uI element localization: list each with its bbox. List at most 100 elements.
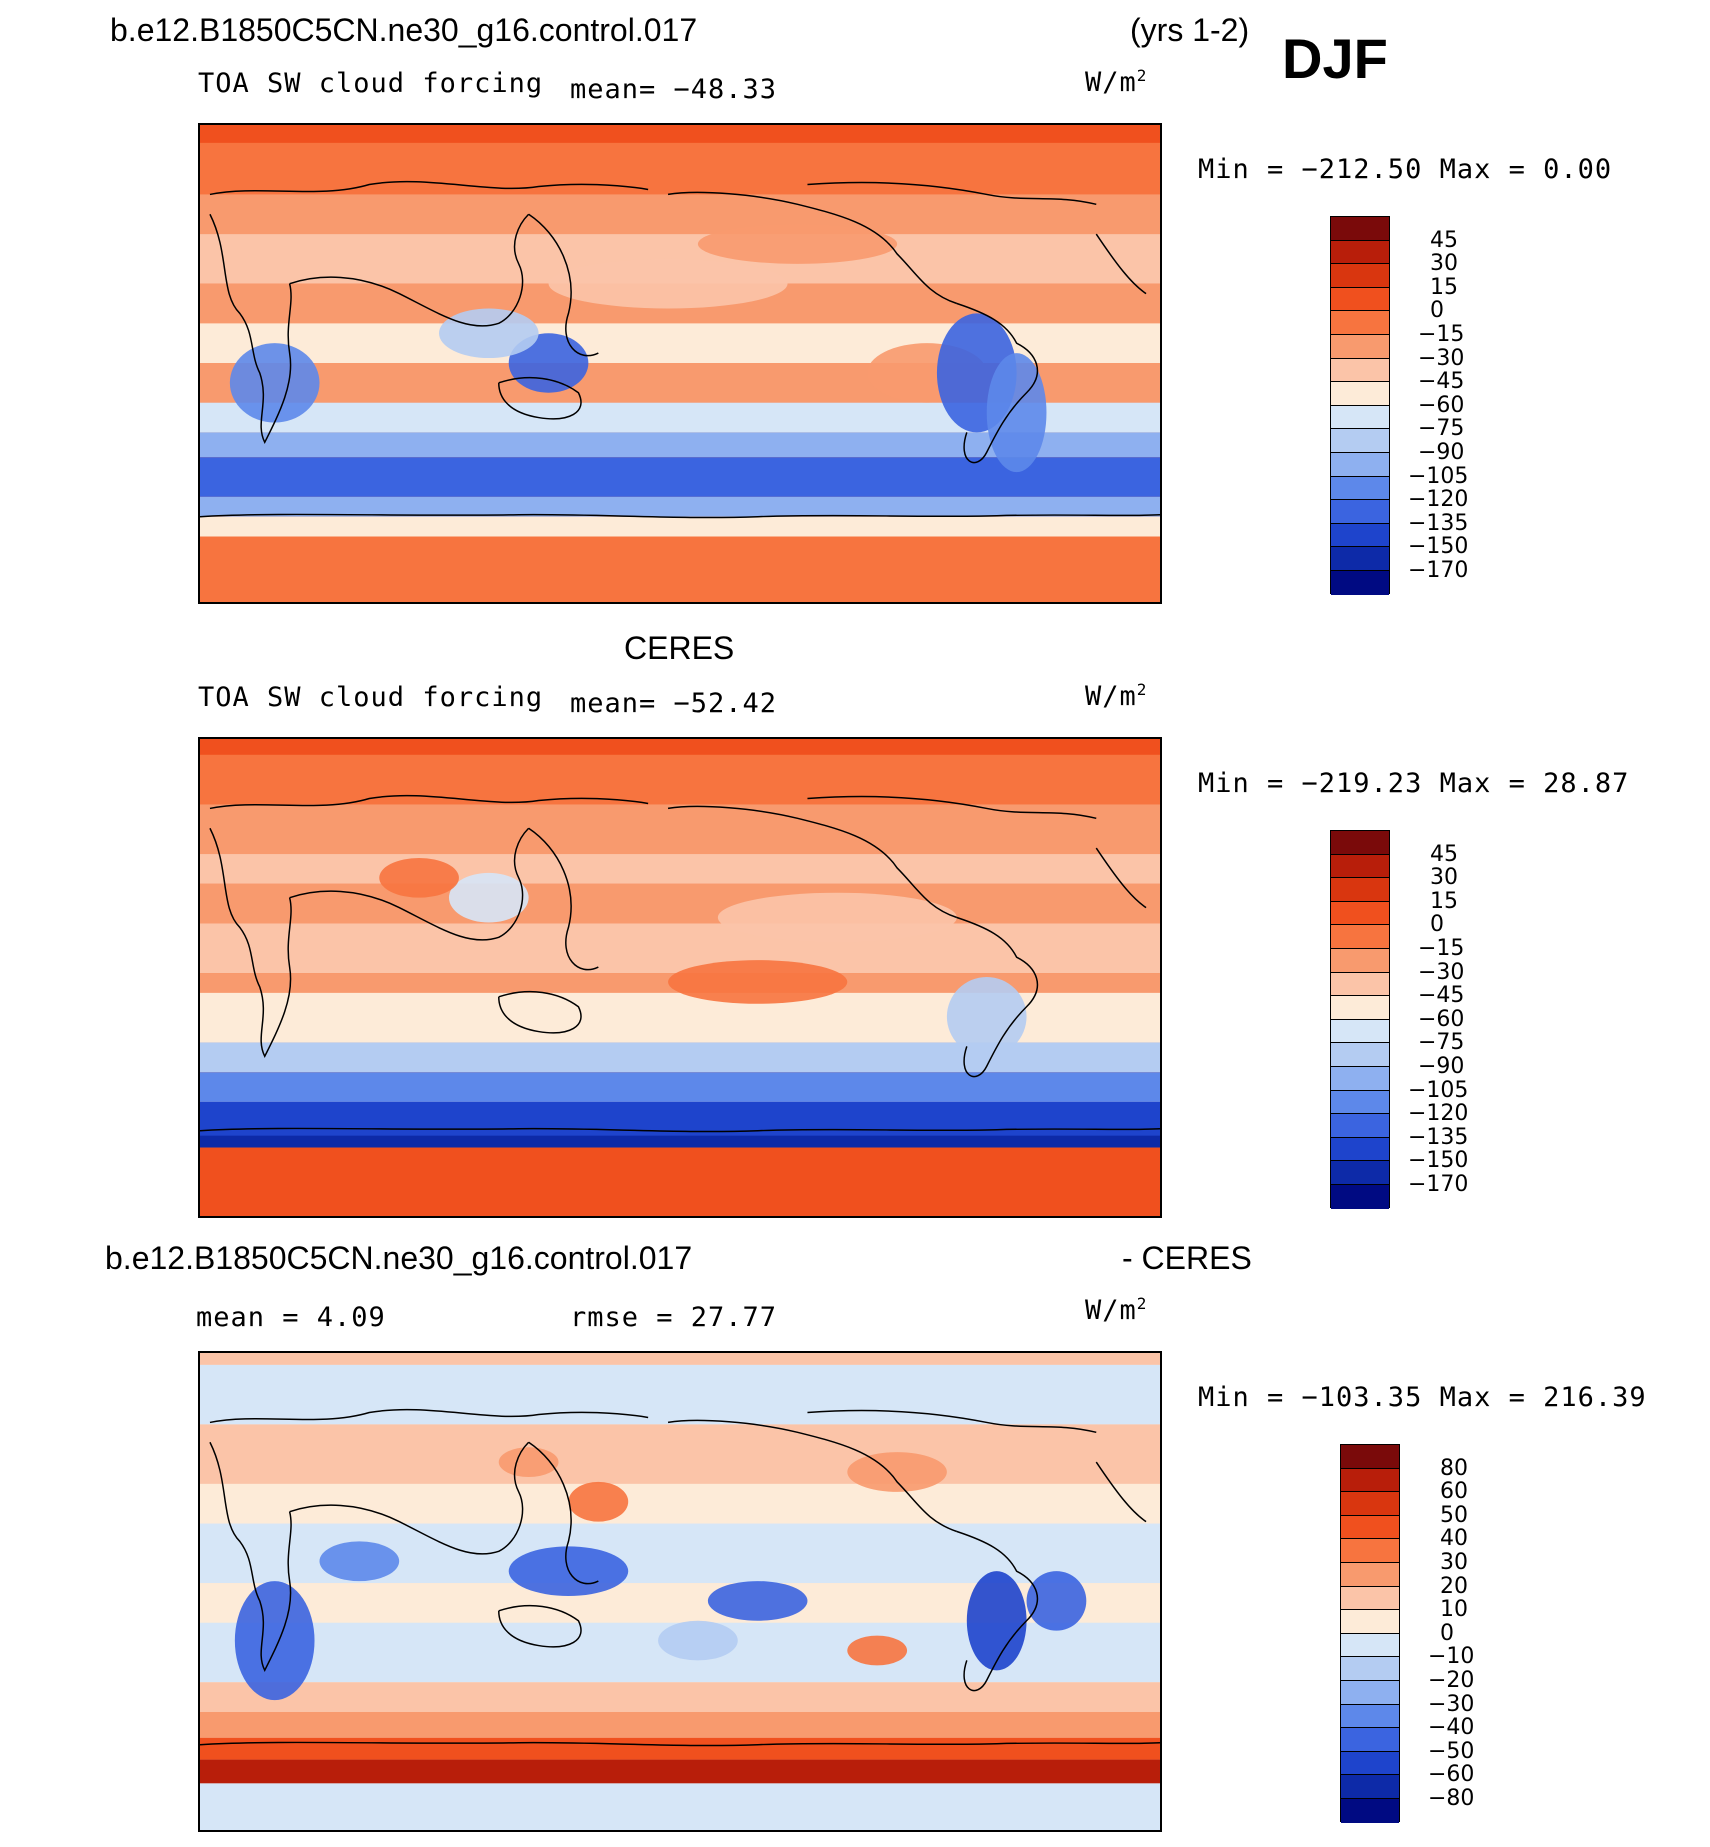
- colorbar-swatch: [1341, 1775, 1399, 1799]
- colorbar-tick-label: 0: [1430, 298, 1444, 324]
- case-title: b.e12.B1850C5CN.ne30_g16.control.017: [110, 12, 698, 48]
- colorbar-tick-label: 15: [1430, 274, 1458, 300]
- colorbar-swatch: [1331, 1066, 1389, 1091]
- colorbar-swatch: [1331, 523, 1389, 548]
- panel1-variable: TOA SW cloud forcing: [198, 68, 544, 99]
- colorbar-tick-label: 15: [1430, 888, 1458, 914]
- colorbar-swatch: [1331, 1090, 1389, 1115]
- panel2-mean: mean= −52.42: [570, 688, 778, 719]
- colorbar-swatch: [1341, 1728, 1399, 1752]
- colorbar-swatch: [1341, 1539, 1399, 1563]
- colorbar-tick-label: −30: [1418, 959, 1465, 985]
- colorbar-swatch: [1331, 1043, 1389, 1067]
- colorbar-tick-label: −20: [1428, 1668, 1475, 1693]
- panel3-mean: mean = 4.09: [196, 1302, 386, 1333]
- colorbar-swatch: [1331, 831, 1389, 855]
- colorbar-tick-label: −15: [1418, 936, 1465, 961]
- obs-colorbar: [1330, 830, 1390, 1209]
- colorbar-tick-label: 50: [1440, 1502, 1468, 1528]
- colorbar-tick-label: −15: [1418, 322, 1465, 347]
- colorbar-swatch: [1331, 476, 1389, 501]
- colorbar-tick-label: −135: [1408, 510, 1469, 536]
- colorbar-swatch: [1341, 1445, 1399, 1469]
- colorbar-tick-label: −90: [1418, 440, 1465, 465]
- colorbar-tick-label: −45: [1418, 983, 1465, 1009]
- colorbar-swatch: [1331, 358, 1389, 383]
- panel2-minmax: Min = −219.23 Max = 28.87: [1198, 768, 1630, 799]
- colorbar-tick-label: −90: [1418, 1054, 1465, 1079]
- colorbar-swatch: [1331, 570, 1389, 595]
- colorbar-tick-label: 80: [1440, 1455, 1468, 1481]
- colorbar-tick-label: −50: [1428, 1738, 1475, 1764]
- panel2-units: W/m2: [1085, 680, 1148, 712]
- colorbar-tick-label: −170: [1408, 558, 1469, 583]
- colorbar-swatch: [1331, 972, 1389, 997]
- colorbar-tick-label: −60: [1428, 1762, 1475, 1788]
- colorbar-tick-label: 20: [1440, 1573, 1468, 1599]
- colorbar-tick-label: 0: [1430, 912, 1444, 938]
- panel1-units: W/m2: [1085, 66, 1148, 98]
- diff-suffix: - CERES: [1122, 1240, 1252, 1276]
- colorbar-tick-label: −80: [1428, 1786, 1475, 1811]
- colorbar-swatch: [1331, 948, 1389, 973]
- colorbar-swatch: [1331, 1114, 1389, 1138]
- colorbar-swatch: [1341, 1798, 1399, 1823]
- difference-colorbar: [1340, 1444, 1400, 1823]
- panel3-rmse: rmse = 27.77: [570, 1302, 778, 1333]
- colorbar-tick-label: −60: [1418, 392, 1465, 418]
- colorbar-tick-label: 30: [1440, 1550, 1468, 1575]
- colorbar-swatch: [1341, 1680, 1399, 1705]
- colorbar-tick-label: −45: [1418, 369, 1465, 395]
- colorbar-tick-label: 10: [1440, 1597, 1468, 1623]
- panel1-mean: mean= −48.33: [570, 74, 778, 105]
- colorbar-swatch: [1331, 311, 1389, 335]
- colorbar-swatch: [1341, 1704, 1399, 1729]
- colorbar-tick-label: 40: [1440, 1526, 1468, 1552]
- colorbar-swatch: [1331, 240, 1389, 265]
- colorbar-swatch: [1331, 925, 1389, 949]
- colorbar-swatch: [1331, 429, 1389, 453]
- model-colorbar: [1330, 216, 1390, 595]
- obs-title: CERES: [624, 630, 735, 666]
- colorbar-tick-label: −150: [1408, 534, 1469, 560]
- panel1-minmax: Min = −212.50 Max = 0.00: [1198, 154, 1613, 185]
- colorbar-tick-label: −30: [1418, 345, 1465, 371]
- diff-case-title: b.e12.B1850C5CN.ne30_g16.control.017: [105, 1240, 693, 1276]
- difference-map: [198, 1351, 1162, 1832]
- colorbar-swatch: [1331, 854, 1389, 879]
- colorbar-swatch: [1341, 1515, 1399, 1540]
- colorbar-swatch: [1331, 901, 1389, 926]
- colorbar-swatch: [1331, 878, 1389, 902]
- colorbar-tick-label: 0: [1440, 1620, 1454, 1646]
- colorbar-tick-label: −105: [1408, 463, 1469, 489]
- colorbar-swatch: [1331, 1137, 1389, 1162]
- colorbar-swatch: [1331, 217, 1389, 241]
- colorbar-tick-label: −150: [1408, 1148, 1469, 1174]
- colorbar-tick-label: −30: [1428, 1691, 1475, 1717]
- colorbar-swatch: [1331, 547, 1389, 571]
- colorbar-tick-label: 45: [1430, 227, 1458, 253]
- colorbar-tick-label: −120: [1408, 487, 1469, 513]
- colorbar-swatch: [1331, 1161, 1389, 1185]
- colorbar-swatch: [1341, 1492, 1399, 1516]
- colorbar-tick-label: −120: [1408, 1101, 1469, 1127]
- colorbar-tick-label: −75: [1418, 1030, 1465, 1056]
- colorbar-swatch: [1341, 1657, 1399, 1681]
- panel3-minmax: Min = −103.35 Max = 216.39: [1198, 1382, 1647, 1413]
- colorbar-tick-label: 60: [1440, 1479, 1468, 1505]
- colorbar-tick-label: −40: [1428, 1715, 1475, 1741]
- panel3-units: W/m2: [1085, 1294, 1148, 1326]
- colorbar-swatch: [1331, 264, 1389, 288]
- colorbar-swatch: [1331, 996, 1389, 1020]
- colorbar-tick-label: 45: [1430, 841, 1458, 867]
- colorbar-swatch: [1341, 1610, 1399, 1634]
- colorbar-tick-label: −170: [1408, 1172, 1469, 1197]
- colorbar-swatch: [1341, 1468, 1399, 1493]
- model-map: [198, 123, 1162, 604]
- colorbar-tick-label: −105: [1408, 1077, 1469, 1103]
- colorbar-swatch: [1341, 1633, 1399, 1658]
- colorbar-tick-label: −135: [1408, 1124, 1469, 1150]
- colorbar-tick-label: 30: [1430, 865, 1458, 891]
- colorbar-swatch: [1331, 287, 1389, 312]
- colorbar-tick-label: −10: [1428, 1644, 1475, 1670]
